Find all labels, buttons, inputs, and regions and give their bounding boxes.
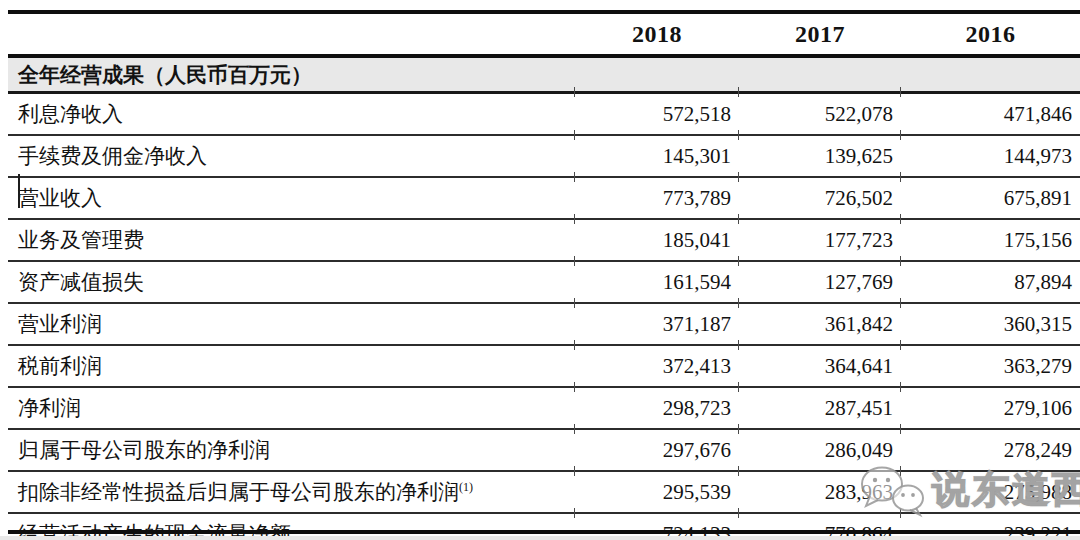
footnote-marker: (1) — [459, 480, 473, 494]
cell-2018: 572,518 — [575, 93, 739, 136]
cell-2017: 364,641 — [739, 345, 901, 387]
table-row: 手续费及佣金净收入 145,301 139,625 144,973 — [8, 135, 1080, 177]
text-cursor — [18, 174, 20, 208]
cell-2018: 773,789 — [575, 177, 739, 219]
row-label-text: 扣除非经常性损益后归属于母公司股东的净利润 — [18, 480, 459, 504]
cell-2018: 295,539 — [575, 471, 739, 513]
cell-2018: 297,676 — [575, 429, 739, 471]
row-label: 税前利润 — [8, 345, 575, 387]
cell-2016: 175,156 — [901, 219, 1080, 261]
row-label: 业务及管理费 — [8, 219, 575, 261]
bottom-rule — [8, 530, 1080, 534]
section-header-cell — [575, 56, 739, 93]
row-label: 扣除非经常性损益后归属于母公司股东的净利润(1) — [8, 471, 575, 513]
year-header-spacer — [8, 14, 575, 56]
column-header-2018: 2018 — [575, 14, 739, 56]
cell-2016: 675,891 — [901, 177, 1080, 219]
row-label: 净利润 — [8, 387, 575, 429]
cell-2017: 286,049 — [739, 429, 901, 471]
cell-2016: 279,106 — [901, 387, 1080, 429]
cell-2018: 161,594 — [575, 261, 739, 303]
table-row: 净利润 298,723 287,451 279,106 — [8, 387, 1080, 429]
year-header-row: 2018 2017 2016 — [8, 14, 1080, 56]
row-label: 手续费及佣金净收入 — [8, 135, 575, 177]
row-label: 营业利润 — [8, 303, 575, 345]
cell-2016: 360,315 — [901, 303, 1080, 345]
column-header-2016: 2016 — [901, 14, 1080, 56]
cell-2016: 87,894 — [901, 261, 1080, 303]
column-header-2017: 2017 — [739, 14, 901, 56]
cell-2017: 522,078 — [739, 93, 901, 136]
cell-2016: 144,973 — [901, 135, 1080, 177]
financial-report-table-page: 2018 2017 2016 全年经营成果（人民币百万元） 利息净收入 572,… — [0, 0, 1080, 540]
row-label: 营业收入 — [8, 177, 575, 219]
row-label: 归属于母公司股东的净利润 — [8, 429, 575, 471]
table-row: 归属于母公司股东的净利润 297,676 286,049 278,249 — [8, 429, 1080, 471]
cell-2016: 275,988 — [901, 471, 1080, 513]
table-row: 利息净收入 572,518 522,078 471,846 — [8, 93, 1080, 136]
financial-table: 2018 2017 2016 全年经营成果（人民币百万元） 利息净收入 572,… — [8, 14, 1080, 540]
cell-2017: 139,625 — [739, 135, 901, 177]
row-label: 资产减值损失 — [8, 261, 575, 303]
table-row: 业务及管理费 185,041 177,723 175,156 — [8, 219, 1080, 261]
cell-2016: 278,249 — [901, 429, 1080, 471]
table-row: 资产减值损失 161,594 127,769 87,894 — [8, 261, 1080, 303]
cell-2016: 471,846 — [901, 93, 1080, 136]
table-row: 营业利润 371,187 361,842 360,315 — [8, 303, 1080, 345]
table-row: 税前利润 372,413 364,641 363,279 — [8, 345, 1080, 387]
row-label: 利息净收入 — [8, 93, 575, 136]
cell-2017: 726,502 — [739, 177, 901, 219]
cell-2018: 145,301 — [575, 135, 739, 177]
cell-2018: 371,187 — [575, 303, 739, 345]
cell-2016: 363,279 — [901, 345, 1080, 387]
bottom-gray-strip — [0, 536, 1080, 540]
cell-2017: 283,963 — [739, 471, 901, 513]
cell-2018: 185,041 — [575, 219, 739, 261]
cell-2017: 361,842 — [739, 303, 901, 345]
cell-2018: 372,413 — [575, 345, 739, 387]
cell-2017: 177,723 — [739, 219, 901, 261]
table-row: 营业收入 773,789 726,502 675,891 — [8, 177, 1080, 219]
section-header-row: 全年经营成果（人民币百万元） — [8, 56, 1080, 93]
cell-2018: 298,723 — [575, 387, 739, 429]
section-header-cell — [739, 56, 901, 93]
cell-2017: 287,451 — [739, 387, 901, 429]
cell-2017: 127,769 — [739, 261, 901, 303]
table-row: 扣除非经常性损益后归属于母公司股东的净利润(1) 295,539 283,963… — [8, 471, 1080, 513]
section-header-cell — [901, 56, 1080, 93]
section-header-title: 全年经营成果（人民币百万元） — [8, 56, 575, 93]
